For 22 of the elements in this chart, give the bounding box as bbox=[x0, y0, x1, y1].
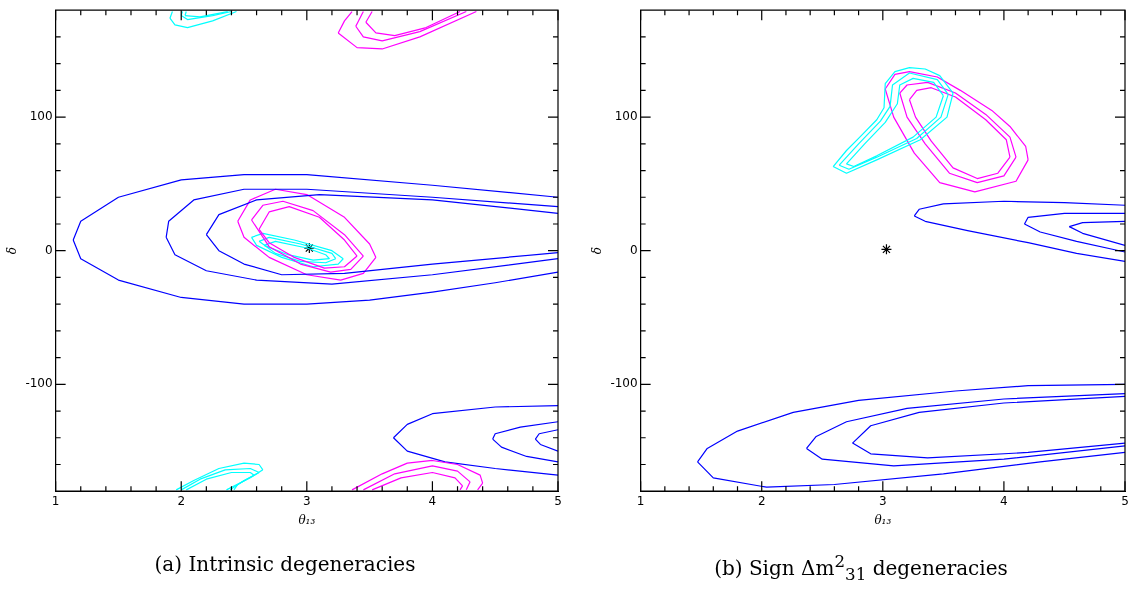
x-tick-label: 5 bbox=[554, 493, 562, 508]
x-tick-label: 1 bbox=[636, 493, 645, 508]
x-axis-title: θ₁₃ bbox=[874, 512, 892, 527]
y-axis-title: δ bbox=[590, 247, 605, 255]
y-axis-title: δ bbox=[5, 247, 20, 255]
y-tick-label: 100 bbox=[614, 109, 638, 124]
x-tick-label: 2 bbox=[177, 493, 186, 508]
x-tick-label: 3 bbox=[303, 493, 311, 508]
x-axis-title: θ₁₃ bbox=[298, 512, 316, 527]
y-tick-label: -100 bbox=[610, 376, 638, 391]
x-tick-label: 3 bbox=[879, 493, 887, 508]
y-tick-label: 0 bbox=[629, 242, 638, 257]
x-tick-label: 5 bbox=[1121, 493, 1129, 508]
text: (a) Intrinsic degeneracies bbox=[153, 552, 417, 576]
x-tick-label: 4 bbox=[428, 493, 437, 508]
x-tick-label: 4 bbox=[1000, 493, 1008, 508]
y-tick-label: -100 bbox=[25, 376, 53, 391]
x-tick-label: 2 bbox=[757, 493, 766, 508]
x-tick-label: 1 bbox=[51, 493, 60, 508]
text: (b) Sign Δm$^{2}$$_{31}$ degeneracies bbox=[713, 552, 1009, 584]
y-tick-label: 0 bbox=[44, 242, 53, 257]
y-tick-label: 100 bbox=[29, 109, 53, 124]
